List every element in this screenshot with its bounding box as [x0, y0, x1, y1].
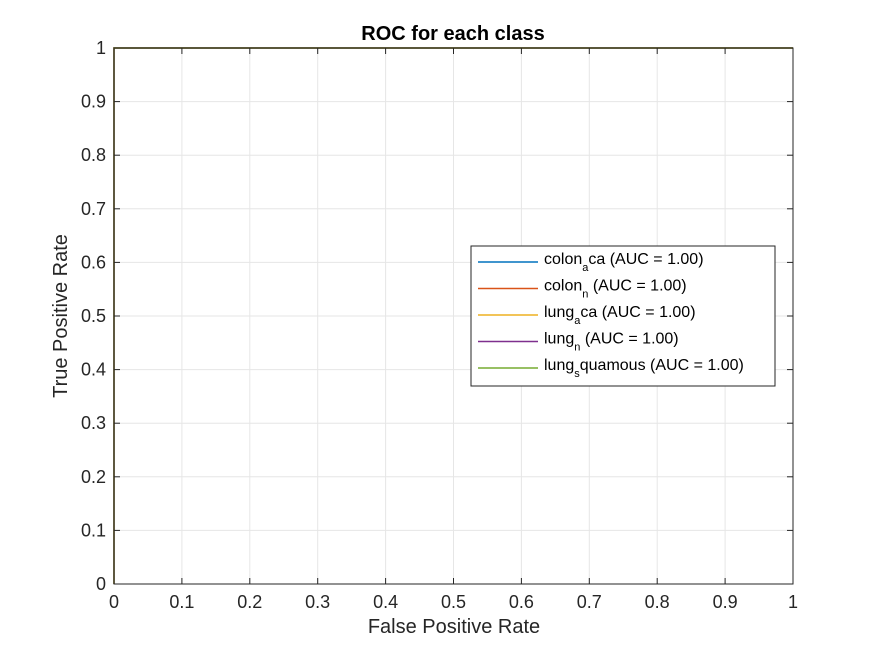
legend-box [470, 245, 776, 387]
x-tick-label: 0.8 [645, 592, 670, 612]
x-tick-label: 0.3 [305, 592, 330, 612]
x-axis-label: False Positive Rate [368, 616, 540, 638]
x-tick-label: 0 [109, 592, 119, 612]
x-tick-label: 0.9 [713, 592, 738, 612]
chart-title: ROC for each class [361, 23, 544, 45]
x-tick-label: 0.4 [373, 592, 398, 612]
legend-entry-4: lungsquamous (AUC = 1.00) [544, 357, 744, 380]
y-tick-label: 0.1 [81, 520, 106, 540]
y-tick-label: 0.4 [81, 360, 106, 380]
axis-ticks: 0 0.1 0.2 0.3 0.4 0.5 0.6 0.7 0.8 0.9 1 0 0.1 0.2 0.3 0… [81, 38, 798, 612]
y-tick-label: 0.9 [81, 92, 106, 112]
y-axis-label: True Positive Rate [50, 234, 72, 398]
x-tick-label: 0.1 [169, 592, 194, 612]
x-tick-label: 1 [788, 592, 798, 612]
x-tick-label: 0.2 [237, 592, 262, 612]
y-tick-label: 0.2 [81, 467, 106, 487]
legend-entry-1: colonn (AUC = 1.00) [544, 278, 687, 301]
legend-entry-0: colonaca (AUC = 1.00) [544, 251, 704, 274]
x-tick-label: 0.6 [509, 592, 534, 612]
legend-entry-2: lungaca (AUC = 1.00) [544, 304, 696, 327]
x-tick-label: 0.5 [441, 592, 466, 612]
legend: colonaca (AUC = 1.00) colonn (AUC = 1.00)… [470, 245, 776, 387]
legend-entry-3: lungn (AUC = 1.00) [544, 331, 679, 354]
y-tick-label: 0.8 [81, 145, 106, 165]
y-tick-label: 0.7 [81, 199, 106, 219]
y-tick-label: 0 [96, 574, 106, 594]
y-tick-label: 1 [96, 38, 106, 58]
y-tick-label: 0.6 [81, 252, 106, 272]
y-tick-label: 0.3 [81, 413, 106, 433]
y-tick-label: 0.5 [81, 306, 106, 326]
x-tick-label: 0.7 [577, 592, 602, 612]
